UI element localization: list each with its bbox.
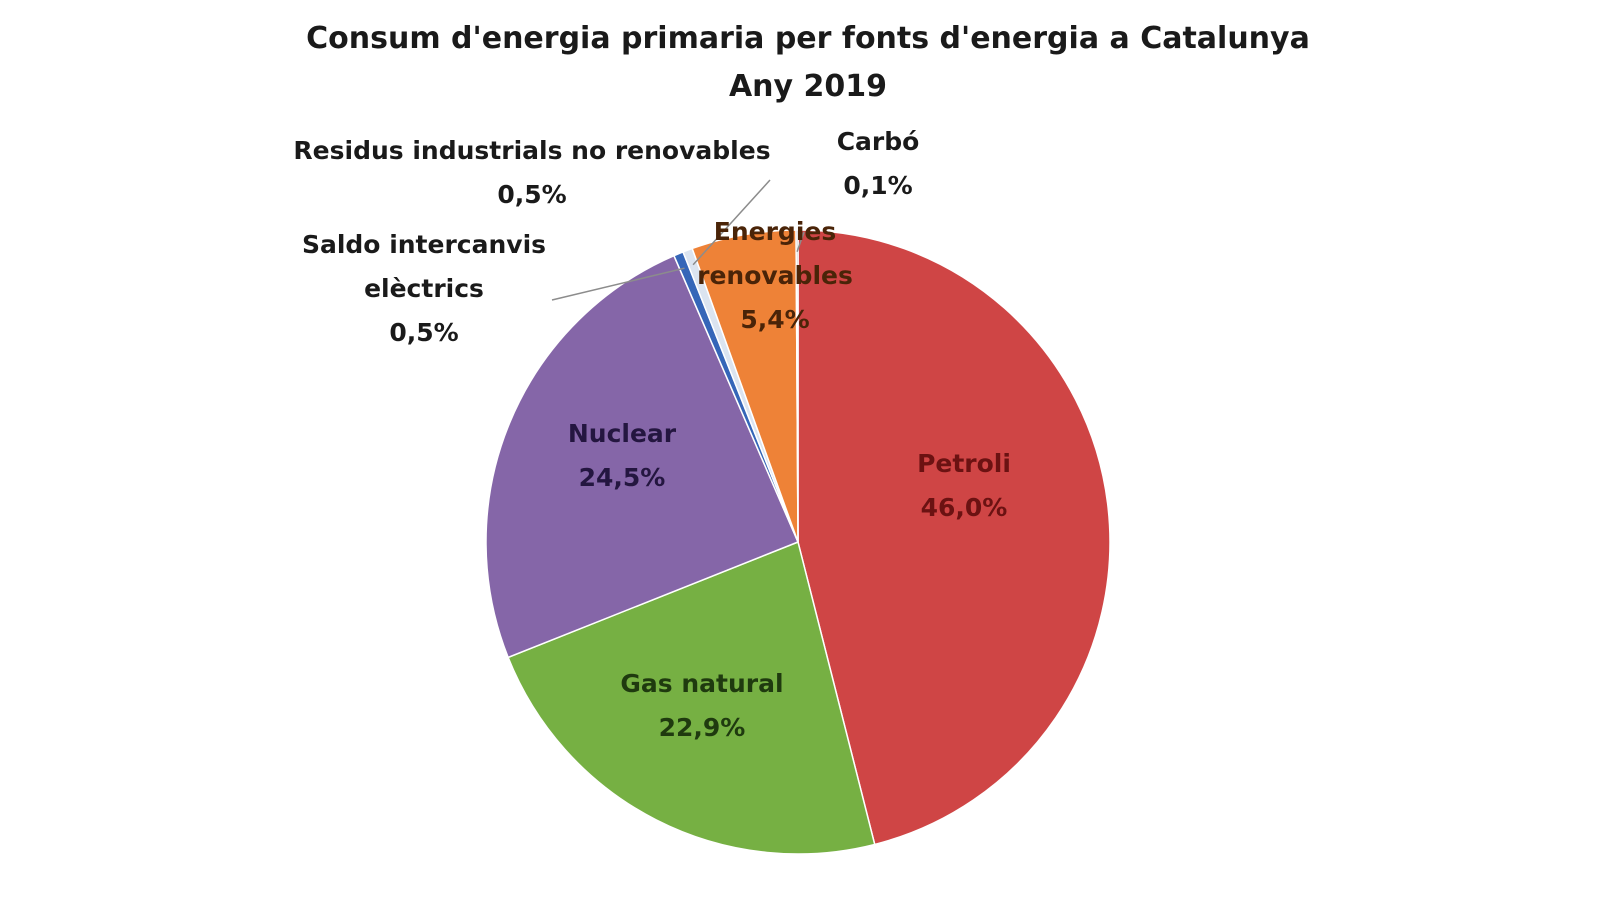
- slice-value-label: 0,1%: [843, 171, 912, 200]
- slice-name-label: elèctrics: [364, 274, 484, 303]
- pie-slice-carbo: [795, 229, 799, 543]
- chart-title: Consum d'energia primaria per fonts d'en…: [306, 21, 1310, 56]
- slice-value-label: 46,0%: [921, 493, 1008, 522]
- slice-name-label: Energies: [714, 217, 836, 246]
- pie-slices: [485, 229, 1111, 855]
- slice-label-petroli: Petroli 46,0%: [917, 449, 1011, 522]
- slice-value-label: 22,9%: [659, 713, 746, 742]
- slice-name-label: Nuclear: [568, 419, 677, 448]
- leader-line-carbo: [796, 231, 805, 253]
- leader-line-saldo-intercanvis-electrics: [551, 267, 685, 301]
- slice-label-energies-renovables: Energies renovables 5,4%: [697, 217, 853, 334]
- slice-label-gas-natural: Gas natural 22,9%: [620, 669, 783, 742]
- slice-name-label: Carbó: [837, 127, 920, 156]
- slice-label-nuclear: Nuclear 24,5%: [568, 419, 677, 492]
- slice-value-label: 24,5%: [579, 463, 666, 492]
- pie-slice-petroli: [797, 229, 1111, 846]
- slice-label-carbo: Carbó 0,1%: [837, 127, 920, 200]
- leader-lines: [551, 179, 805, 301]
- slice-name-label: Residus industrials no renovables: [293, 136, 770, 165]
- slice-name-label: Saldo intercanvis: [302, 230, 546, 259]
- pie-slice-nuclear: [485, 254, 799, 659]
- leader-line-residus-industrials-no-renovables: [692, 179, 771, 266]
- slice-name-label: Petroli: [917, 449, 1011, 478]
- slice-label-residus-industrials-no-renovables: Residus industrials no renovables 0,5%: [293, 136, 770, 209]
- slice-labels: Petroli 46,0% Gas natural 22,9% Nuclear 24,5%…: [293, 127, 1011, 742]
- slice-value-label: 5,4%: [740, 305, 809, 334]
- slice-label-saldo-intercanvis-electrics: Saldo intercanvis elèctrics 0,5%: [302, 230, 546, 347]
- slice-value-label: 0,5%: [389, 318, 458, 347]
- slice-value-label: 0,5%: [497, 180, 566, 209]
- slice-name-label: Gas natural: [620, 669, 783, 698]
- chart-subtitle: Any 2019: [729, 69, 887, 104]
- pie-slice-gas-natural: [507, 540, 876, 855]
- slice-name-label: renovables: [697, 261, 853, 290]
